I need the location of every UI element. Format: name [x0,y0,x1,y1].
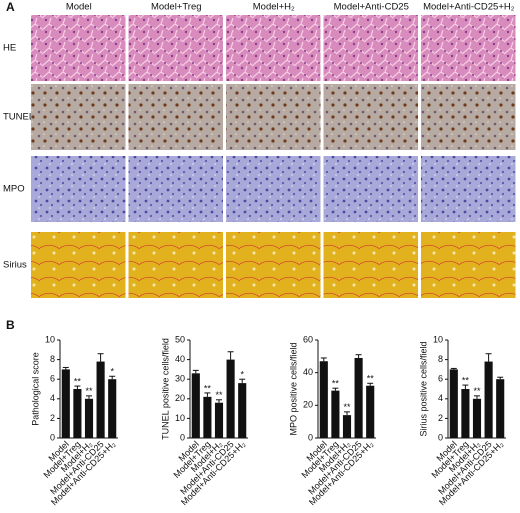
bar [461,389,470,438]
bar [96,361,105,438]
y-tick-label: 8 [438,354,443,364]
y-tick-label: 60 [303,334,313,344]
micrograph [421,156,516,222]
row-label: MPO [3,184,25,195]
micrograph [421,232,516,298]
micrograph [128,156,223,222]
significance-label: * [240,370,244,380]
y-axis-label: MPO positive cells/field [288,342,298,435]
bar [214,402,224,438]
y-tick-label: 10 [175,413,185,423]
column-header: Model+Anti-CD25 [334,2,409,13]
micrograph [226,15,321,81]
micrograph [226,232,321,298]
y-axis-label: Pathological score [30,352,40,426]
micrograph [31,84,126,150]
bar [449,369,458,438]
column-header: Model [66,2,92,13]
micrograph [323,15,418,81]
y-tick-label: 10 [433,334,443,344]
bar [496,379,505,438]
y-tick-label: 6 [438,374,443,384]
y-tick-label: 40 [303,367,313,377]
micrograph [31,232,126,298]
y-tick-label: 0 [308,432,313,442]
bar [342,415,352,438]
significance-label: ** [462,375,470,385]
micrograph [226,156,321,222]
bar [331,390,340,438]
y-tick-label: 50 [175,334,185,344]
bar [484,361,493,438]
micrograph [128,15,223,81]
panel-label: A [6,0,15,14]
row-label: HE [3,43,16,54]
significance-label: ** [215,390,223,400]
bar [226,359,235,438]
y-tick-label: 2 [438,413,443,423]
y-axis-label: TUNEL positive cells/field [160,338,170,440]
significance-label: ** [343,402,351,412]
y-tick-label: 10 [45,334,55,344]
significance-label: ** [332,379,340,389]
significance-label: ** [367,374,375,384]
micrograph [128,232,223,298]
micrograph [323,156,418,222]
micrograph [226,84,321,150]
bar [108,379,117,438]
column-header: Model+Treg [151,2,202,13]
micrograph [421,15,516,81]
y-tick-label: 4 [438,393,443,403]
micrograph-grid: A Model Model+Treg Model+H₂ Model+Anti-CD25 M… [3,0,516,298]
y-tick-label: 2 [50,413,55,423]
bar [354,357,363,438]
panel-label: B [6,318,15,332]
significance-label: ** [74,376,82,386]
significance-label: ** [204,383,212,393]
row-label: Sirius [3,260,27,271]
row-label: TUNEL [3,112,34,123]
bar [191,373,200,438]
bar [84,398,94,438]
micrograph [128,84,223,150]
y-tick-label: 30 [175,374,185,384]
y-tick-label: 6 [50,374,55,384]
y-tick-label: 20 [175,393,185,403]
bar [61,369,70,438]
y-axis-label: Sirius positive cells/field [418,341,428,436]
micrograph [421,84,516,150]
y-tick-label: 0 [50,432,55,442]
bar [366,385,375,438]
bar [238,383,247,438]
y-tick-label: 8 [50,354,55,364]
bar [73,389,82,438]
significance-label: ** [85,386,93,396]
bar [472,398,482,438]
micrograph [31,156,126,222]
y-tick-label: 20 [303,400,313,410]
micrograph [323,84,418,150]
y-tick-label: 40 [175,354,185,364]
column-header: Model+Anti-CD25+H₂ [423,2,515,13]
bar [319,361,328,438]
y-tick-label: 0 [180,432,185,442]
significance-label: * [110,367,114,377]
micrograph [31,15,126,81]
bar [203,396,212,438]
y-tick-label: 0 [438,432,443,442]
micrograph [323,232,418,298]
column-header: Model+H₂ [253,2,295,13]
significance-label: ** [473,386,481,396]
y-tick-label: 4 [50,393,55,403]
